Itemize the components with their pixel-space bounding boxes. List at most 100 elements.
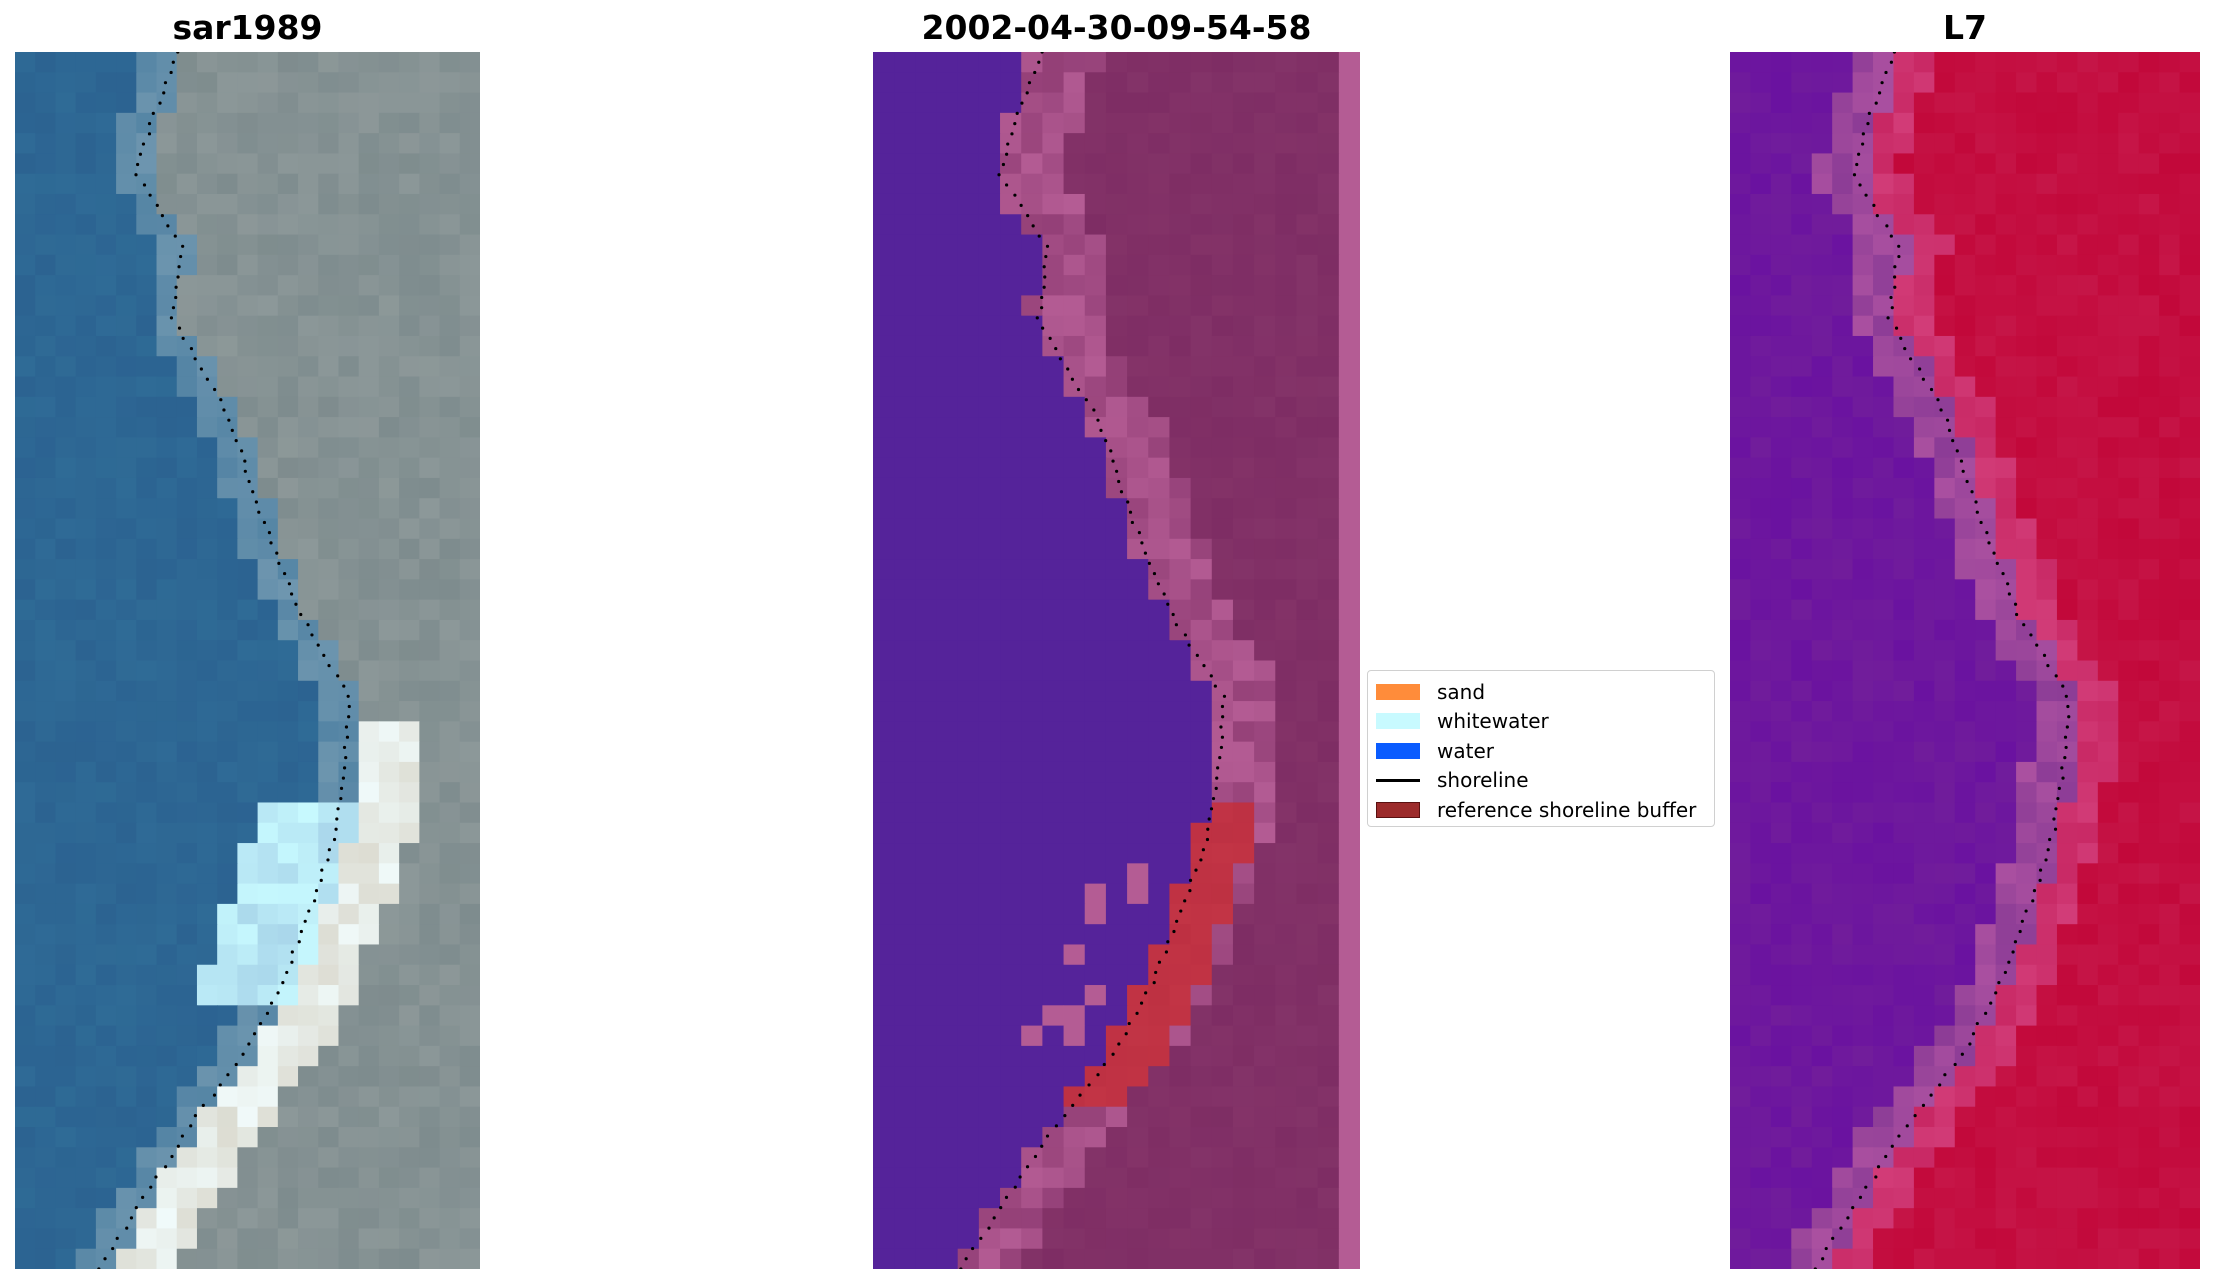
pixel-cell [15,153,36,175]
shoreline-point [1970,490,1974,494]
pixel-cell [2077,1045,2099,1067]
pixel-cell [1000,72,1022,94]
pixel-cell [75,234,97,256]
pixel-cell [1832,883,1854,905]
pixel-cell [2056,417,2078,438]
pixel-cell [1893,1106,1915,1128]
shoreline-point [205,377,209,381]
pixel-cell [116,1005,137,1027]
pixel-cell [338,1228,360,1250]
pixel-cell [2056,477,2078,499]
pixel-cell [1791,802,1813,824]
pixel-cell [978,498,1001,520]
pixel-cell [439,985,461,1006]
shoreline-point [1968,1042,1972,1046]
pixel-cell [1832,1005,1854,1027]
pixel-cell [338,457,360,479]
pixel-cell [1000,599,1022,621]
pixel-cell [358,579,380,601]
pixel-cell [2118,1127,2140,1148]
shoreline-point [1033,1154,1038,1159]
pixel-cell [2097,356,2119,378]
pixel-cell [1169,944,1192,966]
pixel-cell [298,1187,319,1209]
pixel-cell [1021,275,1043,296]
pixel-cell [894,1248,916,1269]
pixel-cell [1254,335,1276,357]
shoreline-point [2007,592,2011,596]
pixel-cell [156,518,178,540]
pixel-cell [237,477,259,499]
pixel-cell [318,1045,340,1067]
shoreline-point [1207,817,1211,821]
pixel-cell [1021,741,1043,763]
pixel-cell [156,721,178,743]
pixel-cell [1317,396,1340,418]
shoreline-point [267,531,272,535]
pixel-cell [1338,944,1360,966]
pixel-cell [237,863,259,885]
pixel-cell [2138,1187,2160,1209]
pixel-cell [318,234,340,256]
pixel-cell [196,761,218,783]
shoreline-point [1025,91,1029,95]
pixel-cell [15,1066,36,1088]
pixel-cell [957,964,980,986]
pixel-cell [176,1106,198,1128]
pixel-cell [318,92,340,114]
shoreline-point [2061,776,2065,780]
pixel-cell [1148,417,1171,438]
pixel-cell [1084,72,1107,94]
pixel-cell [1317,457,1340,479]
pixel-cell [298,964,319,986]
shoreline-point [1858,1195,1863,1200]
pixel-cell [1791,1127,1813,1148]
pixel-cell [1232,559,1255,580]
pixel-cell [1832,599,1854,621]
shoreline-point [2035,643,2039,647]
pixel-cell [1873,883,1895,905]
pixel-cell [1127,498,1149,520]
pixel-cell [2138,761,2160,783]
pixel-cell [1750,640,1772,662]
shoreline-point [1216,766,1220,770]
pixel-cell [2036,883,2058,905]
pixel-cell [1105,376,1128,398]
pixel-cell [1254,72,1276,94]
pixel-cell [1254,1005,1276,1027]
pixel-cell [1084,944,1107,966]
pixel-cell [439,619,461,641]
pixel-cell [1873,822,1895,844]
pixel-cell [156,1045,178,1067]
pixel-cell [358,133,380,155]
pixel-cell [1730,680,1752,702]
pixel-cell [2159,295,2181,317]
pixel-cell [1873,173,1895,195]
pixel-cell [399,254,420,276]
pixel-cell [358,1208,380,1230]
pixel-cell [176,153,198,175]
pixel-cell [176,133,198,155]
pixel-cell [2097,1208,2119,1230]
pixel-cell [257,214,279,236]
pixel-cell [1770,680,1792,702]
pixel-cell [378,437,400,459]
pixel-cell [439,1066,461,1088]
pixel-cell [298,660,319,682]
pixel-cell [1750,498,1772,520]
pixel-cell [1730,822,1752,844]
pixel-cell [1730,964,1752,986]
pixel-cell [1063,1086,1086,1108]
pixel-cell [1275,518,1298,540]
pixel-cell [957,741,980,763]
pixel-cell [1063,133,1086,155]
pixel-cell [318,335,340,357]
pixel-cell [1042,903,1065,925]
pixel-cell [439,133,461,155]
pixel-cell [237,376,259,398]
pixel-cell [1127,295,1149,317]
pixel-cell [136,640,158,662]
pixel-cell [873,599,895,621]
pixel-cell [1730,944,1752,966]
pixel-cell [399,985,420,1006]
